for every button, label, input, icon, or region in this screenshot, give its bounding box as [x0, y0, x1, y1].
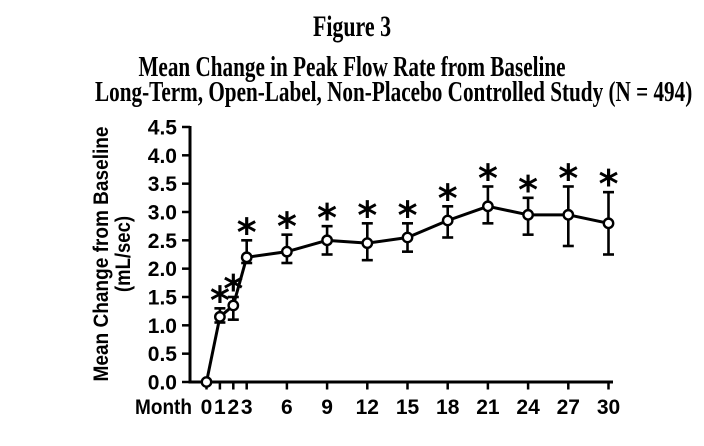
- x-tick-label: 9: [321, 396, 333, 419]
- significance-asterisk: *: [223, 267, 243, 311]
- y-tick-label: 3.0: [148, 201, 177, 224]
- significance-asterisk: *: [237, 210, 257, 254]
- x-tick-label: 24: [516, 396, 540, 419]
- data-point-month-15: [401, 231, 414, 244]
- data-point-month-24: [522, 208, 534, 221]
- data-point-month-3: [240, 251, 253, 264]
- x-tick-label: 2: [227, 396, 239, 419]
- y-tick-label: 1.0: [148, 315, 177, 338]
- significance-asterisk: *: [438, 176, 458, 220]
- x-tick-label: 27: [557, 396, 580, 419]
- x-tick-label: 15: [396, 396, 420, 419]
- x-tick-label: 0: [201, 396, 213, 419]
- significance-asterisk: *: [317, 196, 337, 240]
- significance-asterisk: *: [277, 205, 297, 249]
- x-tick-label: 18: [436, 396, 460, 419]
- y-tick-label: 2.0: [148, 258, 177, 281]
- data-point-month-9: [321, 234, 333, 247]
- figure-title-line1: Mean Change in Peak Flow Rate from Basel…: [138, 51, 566, 83]
- significance-asterisk: *: [599, 162, 619, 206]
- data-point-month-30: [602, 217, 615, 230]
- significance-asterisk: *: [357, 193, 377, 237]
- significance-asterisk: *: [518, 168, 538, 212]
- significance-asterisk: *: [478, 156, 498, 200]
- data-point-month-1: [213, 310, 226, 323]
- y-axis-label-line2: (mL/sec): [112, 216, 135, 292]
- y-tick-label: 2.5: [148, 230, 178, 253]
- x-tick-label: 6: [281, 396, 293, 419]
- data-point-month-2: [227, 299, 240, 312]
- x-tick-label: 1: [214, 396, 226, 419]
- data-point-month-21: [481, 200, 494, 213]
- y-tick-label: 0.0: [148, 372, 177, 395]
- figure-label: Figure 3: [312, 10, 392, 43]
- y-tick-label: 3.5: [148, 173, 178, 196]
- x-tick-label: 21: [476, 396, 500, 419]
- x-tick-label: 12: [356, 396, 379, 419]
- significance-asterisk: *: [398, 193, 418, 237]
- y-tick-label: 4.0: [148, 145, 177, 168]
- figure-title-line2: Long-Term, Open-Label, Non-Placebo Contr…: [95, 76, 693, 108]
- y-tick-label: 0.5: [148, 343, 178, 366]
- data-point-month-6: [280, 245, 293, 258]
- x-tick-label: 3: [241, 396, 253, 419]
- y-tick-label: 1.5: [148, 286, 178, 309]
- data-point-month-12: [361, 237, 374, 250]
- x-axis-label: Month: [135, 396, 192, 419]
- x-tick-label: 30: [597, 396, 620, 419]
- significance-asterisk: *: [210, 278, 230, 322]
- y-axis-label-line1: Mean Change from Baseline: [90, 127, 113, 382]
- data-point-month-0: [200, 376, 213, 388]
- significance-asterisk: *: [558, 156, 578, 200]
- y-tick-label: 4.5: [148, 116, 178, 139]
- peak-flow-chart: 0.00.51.01.52.02.53.03.54.04.50 1 2 3 6 9 12 15…: [90, 116, 620, 419]
- data-point-month-18: [441, 214, 454, 227]
- data-point-month-27: [562, 208, 575, 221]
